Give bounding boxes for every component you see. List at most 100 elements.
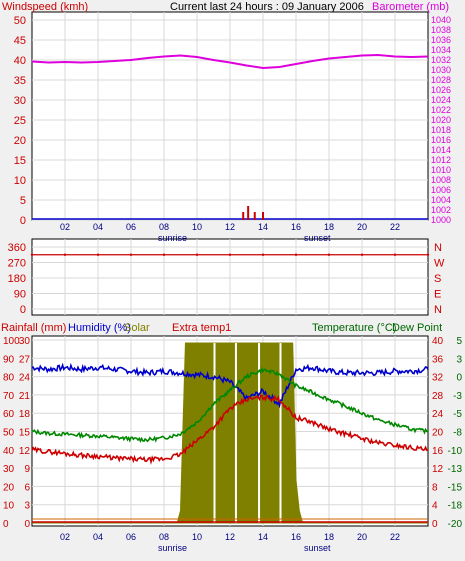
hour-tick-label: 16 [291,222,301,232]
wind-direction-point [96,253,100,256]
dew-point-tick-label: 3 [456,354,462,365]
barometer-tick-label: 1000 [431,215,451,225]
rainfall-axis-title: Rainfall (mm) [1,322,66,334]
barometer-line [31,53,429,70]
direction-tick-label: 270 [8,258,26,270]
humidity-axis-title: Humidity (%) [68,322,131,334]
solar-tick-label: 15 [19,428,31,439]
wind-tick-label: 10 [14,175,26,187]
wind-tick-label: 25 [14,115,26,127]
barometer-tick-label: 1034 [431,45,451,55]
sunset-label-bottom: sunset [304,543,331,553]
barometer-tick-label: 1032 [431,55,451,65]
chart-title: Current last 24 hours : 09 January 2006 [170,1,364,13]
hour-tick-label: 12 [225,532,235,542]
barometer-tick-label: 1002 [431,205,451,215]
barometer-tick-label: 1020 [431,115,451,125]
hour-tick-label: 04 [93,532,103,542]
temperature-tick-label: 0 [432,519,438,530]
hour-tick-label: 18 [324,532,334,542]
wind-bar [247,206,250,220]
hour-tick-label: 22 [390,532,400,542]
dew-point-tick-label: 0 [456,373,462,384]
direction-tick-label: 0 [20,304,26,316]
hour-tick-label: 14 [258,532,268,542]
dew-point-tick-label: -13 [448,464,463,475]
solar-tick-label: 3 [24,501,30,512]
dew-point-tick-label: -8 [453,428,462,439]
windspeed-axis-title: Windspeed (kmh) [2,1,88,13]
wind-tick-label: 5 [20,195,26,207]
hour-tick-label: 20 [357,532,367,542]
direction-tick-label: 180 [8,273,26,285]
barometer-tick-label: 1026 [431,85,451,95]
wind-direction-point [426,253,430,256]
wind-direction-point [162,253,166,256]
direction-tick-label: 360 [8,242,26,254]
wind-tick-label: 45 [14,35,26,47]
wind-direction-point [129,253,133,256]
wind-tick-label: 0 [20,215,26,227]
solar-tick-label: 21 [19,391,31,402]
dew-point-tick-label: 5 [456,336,462,347]
barometer-axis-title: Barometer (mb) [372,1,449,13]
solar-tick-label: 30 [19,336,31,347]
barometer-tick-label: 1014 [431,145,451,155]
wind-bar [262,212,264,220]
wind-direction-point [327,253,331,256]
dew-point-tick-label: -20 [448,519,463,530]
barometer-tick-label: 1038 [431,25,451,35]
compass-tick-label: N [434,304,442,316]
solar-axis-title: Solar [124,322,150,334]
humidity-tick-label: 60 [3,409,15,420]
sunset-label-top: sunset [304,233,331,243]
barometer-tick-label: 1004 [431,195,451,205]
solar-tick-label: 27 [19,354,31,365]
temperature-tick-label: 20 [432,428,444,439]
solar-gap [234,343,237,523]
humidity-tick-label: 10 [3,501,15,512]
sunrise-label-top: sunrise [158,233,187,243]
hour-tick-label: 10 [192,222,202,232]
barometer-tick-label: 1022 [431,105,451,115]
humidity-tick-label: 100 [3,336,20,347]
hour-tick-label: 12 [225,222,235,232]
barometer-tick-label: 1030 [431,65,451,75]
temperature-tick-label: 24 [432,409,444,420]
solar-tick-label: 9 [24,464,30,475]
humidity-tick-label: 80 [3,373,15,384]
wind-direction-point [393,253,397,256]
wind-bar [253,212,256,220]
barometer-tick-label: 1028 [431,75,451,85]
direction-tick-label: 90 [14,289,26,301]
hour-tick-label: 18 [324,222,334,232]
barometer-tick-label: 1010 [431,165,451,175]
barometer-tick-label: 1006 [431,185,451,195]
solar-tick-label: 12 [19,446,31,457]
wind-direction-point [360,253,364,256]
temperature-tick-label: 4 [432,501,438,512]
temperature-tick-label: 36 [432,354,444,365]
humidity-tick-label: 40 [3,446,15,457]
temperature-tick-label: 12 [432,464,444,475]
extra-temp-title: Extra temp1 [172,322,231,334]
solar-area [32,342,428,524]
wind-direction-point [195,253,199,256]
dew-point-tick-label: -15 [448,482,463,493]
solar-gap [279,343,282,523]
hour-tick-label: 02 [60,532,70,542]
hour-tick-label: 10 [192,532,202,542]
hour-tick-label: 08 [159,532,169,542]
wind-tick-label: 50 [14,15,26,27]
hour-tick-label: 06 [126,532,136,542]
wind-direction-point [228,253,232,256]
barometer-tick-label: 1016 [431,135,451,145]
wind-direction-point [63,253,67,256]
hour-tick-label: 16 [291,532,301,542]
wind-tick-label: 20 [14,135,26,147]
temperature-axis-title: Temperature (°C) [312,322,396,334]
solar-gap [213,343,216,523]
hour-tick-label: 02 [60,222,70,232]
temperature-tick-label: 16 [432,446,444,457]
